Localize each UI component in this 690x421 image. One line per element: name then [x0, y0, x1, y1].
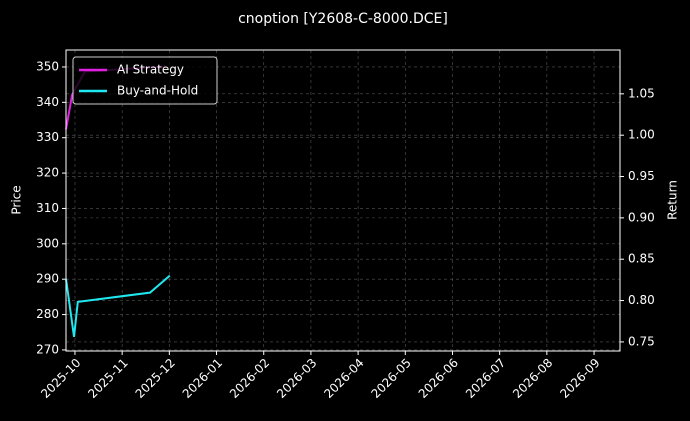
y-tick-label: 310 [36, 201, 59, 215]
y-tick-label: 270 [36, 342, 59, 356]
y2-tick-label: 0.80 [628, 293, 655, 307]
y2-tick-label: 0.85 [628, 252, 655, 266]
y2-tick-label: 0.75 [628, 334, 655, 348]
y2-tick-label: 0.90 [628, 210, 655, 224]
y2-tick-label: 1.05 [628, 86, 655, 100]
chart-title: cnoption [Y2608-C-8000.DCE] [238, 11, 448, 27]
legend-box [72, 56, 218, 105]
legend-label: AI Strategy [117, 63, 184, 77]
y-tick-label: 350 [36, 59, 59, 73]
plot-frame [65, 49, 621, 352]
y-tick-label: 340 [36, 95, 59, 109]
y-tick-label: 300 [36, 236, 59, 250]
y-tick-label: 320 [36, 166, 59, 180]
y-tick-label: 280 [36, 307, 59, 321]
y2-tick-label: 1.00 [628, 128, 655, 142]
y-tick-label: 330 [36, 130, 59, 144]
y-axis-label: Price [10, 185, 24, 214]
y2-axis-label: Return [666, 180, 680, 220]
legend-label: Buy-and-Hold [117, 84, 198, 98]
y2-tick-label: 0.95 [628, 169, 655, 183]
y-tick-label: 290 [36, 272, 59, 286]
series-line [65, 274, 171, 337]
